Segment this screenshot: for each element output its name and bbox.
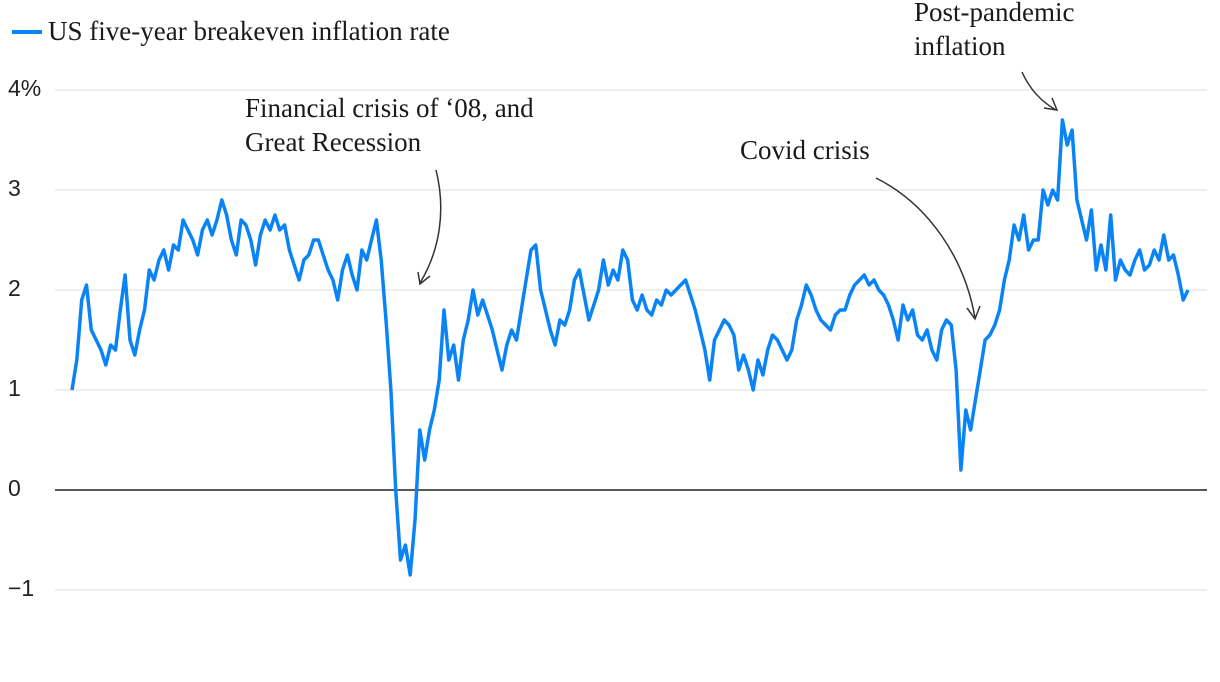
arrowhead <box>966 305 981 321</box>
data-line <box>70 118 1190 577</box>
annotation: Financial crisis of ‘08, and <box>245 93 534 123</box>
y-tick-label: −1 <box>8 575 34 601</box>
annotation: Covid crisis <box>740 135 870 165</box>
y-tick-label: 3 <box>8 175 21 201</box>
arrowhead <box>417 271 431 286</box>
arrowhead <box>1043 97 1059 111</box>
annotation-arrow <box>1021 71 1057 111</box>
y-tick-label: 2 <box>8 275 21 301</box>
legend: US five-year breakeven inflation rate <box>12 16 450 46</box>
annotation: inflation <box>914 31 1006 61</box>
legend-label: US five-year breakeven inflation rate <box>48 16 450 46</box>
y-tick-label: 0 <box>8 475 21 501</box>
y-tick-label: 4% <box>8 75 41 101</box>
annotation-arrow <box>875 177 976 319</box>
annotation: Post-pandemic <box>914 0 1074 27</box>
annotation-arrow <box>419 169 442 284</box>
y-tick-label: 1 <box>8 375 21 401</box>
annotation: Great Recession <box>245 127 422 157</box>
